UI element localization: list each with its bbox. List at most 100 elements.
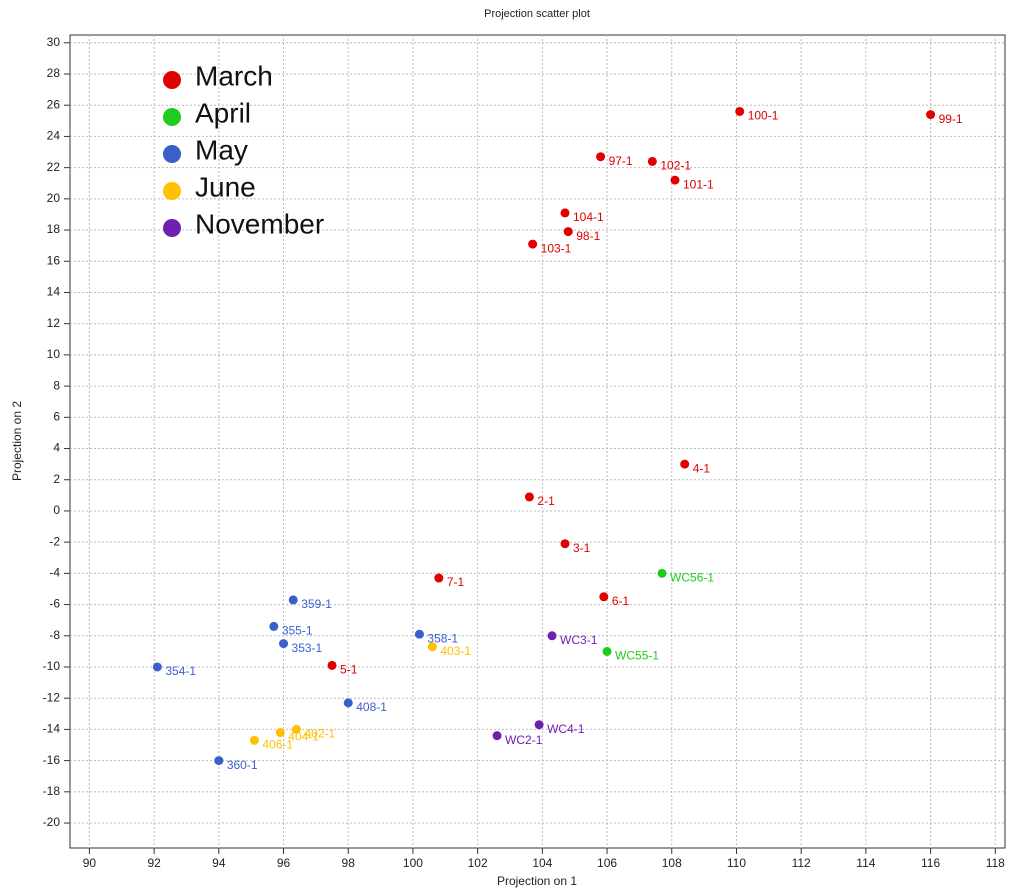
point — [647, 156, 657, 166]
point — [249, 735, 259, 745]
point-label: 101-1 — [683, 177, 714, 191]
point — [596, 152, 606, 162]
point-label: 6-1 — [612, 594, 630, 608]
point-label: 402-1 — [304, 727, 335, 741]
point-label: 99-1 — [939, 112, 963, 126]
point-label: 404-1 — [288, 730, 319, 744]
x-tick-label: 102 — [468, 856, 488, 870]
y-tick-label: -10 — [43, 659, 61, 673]
point-label: 100-1 — [748, 109, 779, 123]
point — [343, 698, 353, 708]
legend-marker — [163, 108, 181, 126]
legend-label: March — [195, 60, 273, 91]
point-label: 408-1 — [356, 700, 387, 714]
x-tick-label: 112 — [792, 856, 811, 870]
y-tick-label: 12 — [47, 316, 61, 330]
y-tick-label: 22 — [47, 160, 61, 174]
x-tick-label: 108 — [662, 856, 682, 870]
y-tick-label: -14 — [43, 722, 61, 736]
point — [269, 621, 279, 631]
legend-marker — [163, 219, 181, 237]
y-tick-label: 20 — [47, 191, 61, 205]
point — [735, 106, 745, 116]
point — [680, 459, 690, 469]
x-tick-label: 98 — [342, 856, 356, 870]
y-tick-label: 0 — [53, 503, 60, 517]
x-tick-label: 92 — [147, 856, 161, 870]
y-tick-label: 28 — [47, 66, 61, 80]
point-label: 2-1 — [537, 494, 555, 508]
x-tick-label: 106 — [597, 856, 617, 870]
point — [563, 227, 573, 237]
y-tick-label: 4 — [53, 441, 60, 455]
point — [926, 110, 936, 120]
y-tick-label: -18 — [43, 784, 61, 798]
point — [492, 731, 502, 741]
point-label: 360-1 — [227, 758, 258, 772]
y-axis-label: Projection on 2 — [10, 401, 24, 481]
legend-marker — [163, 71, 181, 89]
point-label: 406-1 — [262, 738, 293, 752]
y-tick-label: 30 — [47, 35, 61, 49]
y-tick-label: 14 — [47, 285, 61, 299]
y-tick-label: -20 — [43, 815, 61, 829]
point — [560, 539, 570, 549]
y-tick-label: 6 — [53, 409, 60, 423]
point-label: WC3-1 — [560, 633, 598, 647]
y-tick-label: 18 — [47, 222, 61, 236]
x-axis-label: Projection on 1 — [497, 874, 577, 888]
point-label: WC2-1 — [505, 733, 543, 747]
point — [670, 175, 680, 185]
point-label: 358-1 — [427, 631, 458, 645]
point-label: 104-1 — [573, 210, 604, 224]
point — [657, 568, 667, 578]
chart-title: Projection scatter plot — [484, 8, 590, 20]
point-label: 97-1 — [609, 154, 633, 168]
point — [288, 595, 298, 605]
point — [279, 639, 289, 649]
legend-label: April — [195, 97, 251, 128]
x-tick-label: 96 — [277, 856, 291, 870]
point — [152, 662, 162, 672]
point-label: WC4-1 — [547, 722, 585, 736]
point-label: 354-1 — [165, 664, 196, 678]
point — [599, 592, 609, 602]
y-tick-label: 26 — [47, 97, 61, 111]
legend-label: June — [195, 171, 256, 202]
point — [602, 646, 612, 656]
x-tick-label: 118 — [986, 856, 1005, 870]
legend-marker — [163, 145, 181, 163]
x-tick-label: 90 — [83, 856, 97, 870]
point — [524, 492, 534, 502]
point-label: 359-1 — [301, 597, 332, 611]
y-tick-label: -16 — [43, 753, 61, 767]
y-tick-label: 10 — [47, 347, 61, 361]
y-tick-label: 8 — [53, 378, 60, 392]
point — [214, 756, 224, 766]
x-tick-label: 104 — [532, 856, 552, 870]
y-tick-label: -4 — [49, 566, 60, 580]
y-tick-label: -8 — [49, 628, 60, 642]
y-tick-label: 16 — [47, 253, 61, 267]
legend-label: May — [195, 134, 248, 165]
point — [434, 573, 444, 583]
point-label: WC56-1 — [670, 571, 714, 585]
point-label: 103-1 — [541, 241, 572, 255]
point-label: WC55-1 — [615, 649, 659, 663]
point-label: 4-1 — [693, 461, 711, 475]
point — [560, 208, 570, 218]
x-tick-label: 116 — [921, 856, 940, 870]
point — [291, 724, 301, 734]
point — [427, 642, 437, 652]
y-tick-label: -6 — [49, 597, 60, 611]
point-label: 98-1 — [576, 229, 600, 243]
y-tick-label: 2 — [53, 472, 60, 486]
point-label: 3-1 — [573, 541, 591, 555]
point-label: 353-1 — [292, 641, 323, 655]
x-tick-label: 114 — [856, 856, 875, 870]
y-tick-label: -12 — [43, 690, 61, 704]
point-label: 102-1 — [660, 159, 691, 173]
x-tick-label: 110 — [727, 856, 746, 870]
point — [528, 239, 538, 249]
